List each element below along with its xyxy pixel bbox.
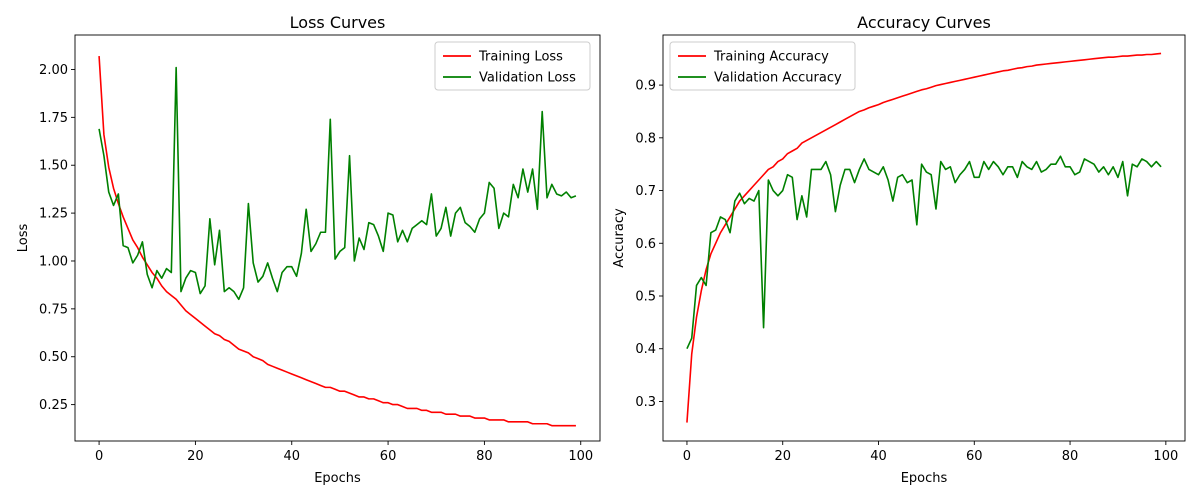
accuracy-y-tick-label: 0.7	[635, 184, 656, 199]
accuracy-chart-title: Accuracy Curves	[857, 13, 991, 32]
loss-y-tick-label: 1.50	[39, 159, 68, 174]
accuracy-legend: Training Accuracy Validation Accuracy	[669, 41, 856, 91]
accuracy-x-tick-label: 40	[870, 449, 887, 464]
loss-series-line-training	[98, 56, 576, 427]
loss-axes-frame	[74, 34, 601, 442]
loss-x-tick-label: 40	[283, 449, 300, 464]
accuracy-x-tick-label: 100	[1153, 449, 1178, 464]
accuracy-chart: 0 20 40 60 80 100 0.3 0.4 0.5 0.6 0.7 0.8 0.9 Accurac…	[612, 13, 1186, 486]
accuracy-y-tick-label: 0.4	[635, 342, 656, 357]
loss-y-tick-label: 0.75	[39, 302, 68, 317]
loss-series-line-validation	[98, 66, 577, 301]
loss-x-tick-label: 60	[380, 449, 397, 464]
accuracy-x-tick-label: 20	[774, 449, 791, 464]
loss-legend-box	[434, 41, 591, 91]
accuracy-legend-box	[669, 41, 856, 91]
accuracy-series-line-validation	[686, 155, 1162, 350]
loss-chart-title: Loss Curves	[290, 13, 386, 32]
accuracy-y-tick-label: 0.3	[635, 395, 656, 410]
accuracy-y-axis-label: Accuracy	[612, 208, 627, 268]
accuracy-x-axis-label: Epochs	[901, 471, 948, 486]
loss-y-tick-label: 0.50	[39, 350, 68, 365]
loss-y-tick-label: 1.25	[39, 207, 68, 222]
loss-y-tick-label: 1.75	[39, 111, 68, 126]
loss-y-tick-label: 1.00	[39, 254, 68, 269]
loss-x-tick-label: 20	[187, 449, 204, 464]
accuracy-y-tick-label: 0.9	[635, 79, 656, 94]
accuracy-x-tick-label: 80	[1062, 449, 1079, 464]
loss-y-axis-label: Loss	[16, 224, 31, 253]
accuracy-y-tick-label: 0.6	[635, 237, 656, 252]
loss-x-tick-label: 0	[95, 449, 103, 464]
loss-y-tick-label: 2.00	[39, 63, 68, 78]
loss-legend-label: Training Loss	[478, 50, 563, 65]
loss-x-tick-label: 80	[476, 449, 493, 464]
accuracy-axes-frame	[662, 34, 1186, 442]
loss-y-tick-label: 0.25	[39, 398, 68, 413]
accuracy-y-tick-label: 0.8	[635, 131, 656, 146]
loss-legend-label: Validation Loss	[479, 71, 576, 86]
accuracy-legend-label: Validation Accuracy	[714, 71, 842, 86]
accuracy-x-tick-label: 0	[683, 449, 691, 464]
loss-x-tick-label: 100	[568, 449, 593, 464]
accuracy-y-tick-label: 0.5	[635, 290, 656, 305]
accuracy-legend-label: Training Accuracy	[713, 50, 829, 65]
loss-chart: 0 20 40 60 80 100 0.25 0.50 0.75 1.00 1.25 1.50 1.75…	[16, 13, 601, 486]
accuracy-x-tick-label: 60	[966, 449, 983, 464]
loss-x-axis-label: Epochs	[314, 471, 361, 486]
accuracy-series-line-training	[686, 52, 1162, 423]
loss-legend: Training Loss Validation Loss	[434, 41, 591, 91]
